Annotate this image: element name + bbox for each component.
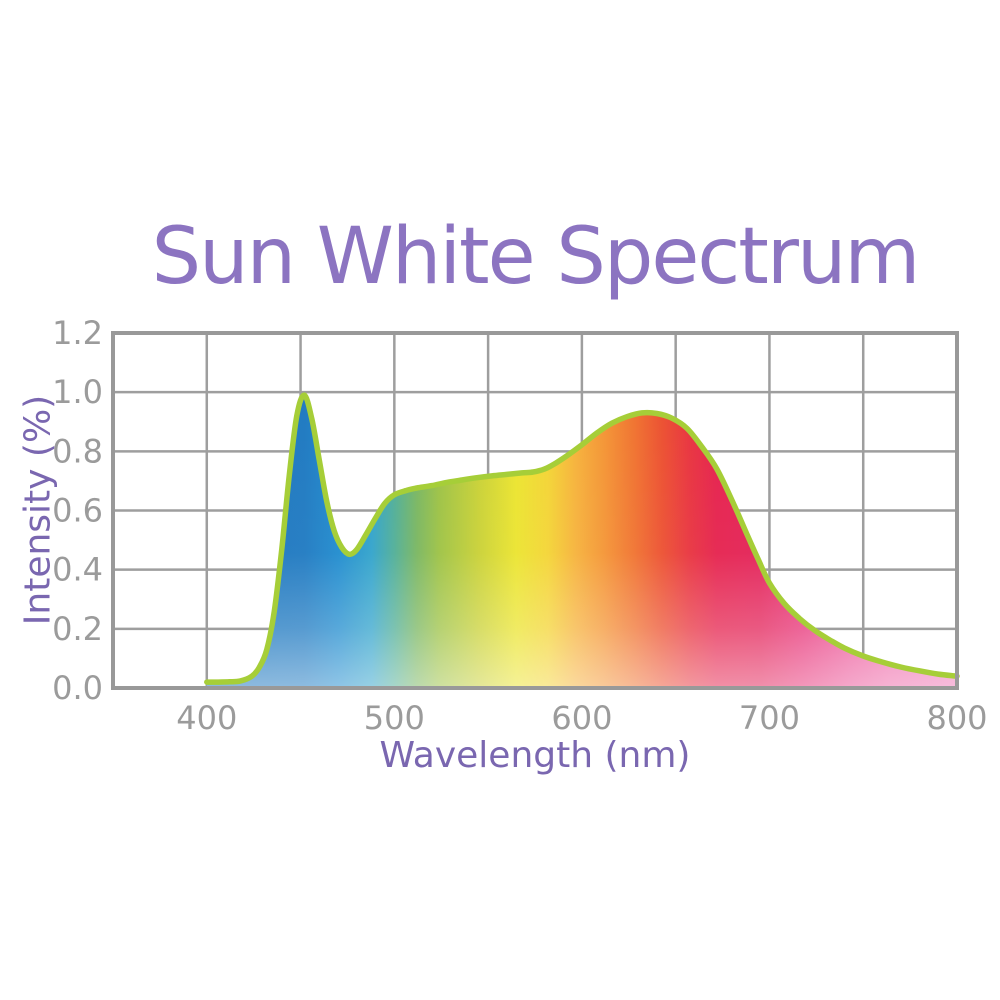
y-tick-label: 1.2 <box>52 314 103 352</box>
spectrum-area-fade <box>206 395 958 688</box>
x-tick-label: 800 <box>926 699 987 737</box>
x-tick-label: 400 <box>176 699 237 737</box>
plot-border <box>111 331 959 690</box>
spectrum-curve <box>204 392 960 685</box>
y-tick-label: 0.8 <box>52 432 103 470</box>
x-tick-label: 600 <box>551 699 612 737</box>
x-tick-label: 500 <box>364 699 425 737</box>
y-tick-label: 1.0 <box>52 373 103 411</box>
x-tick-label: 700 <box>739 699 800 737</box>
y-tick-label: 0.4 <box>52 551 103 589</box>
chart-title: Sun White Spectrum <box>151 212 921 302</box>
x-axis-label: Wavelength (nm) <box>379 735 691 776</box>
y-tick-label: 0.2 <box>52 610 103 648</box>
y-tick-label: 0.6 <box>52 492 103 530</box>
y-tick-label: 0.0 <box>52 669 103 707</box>
